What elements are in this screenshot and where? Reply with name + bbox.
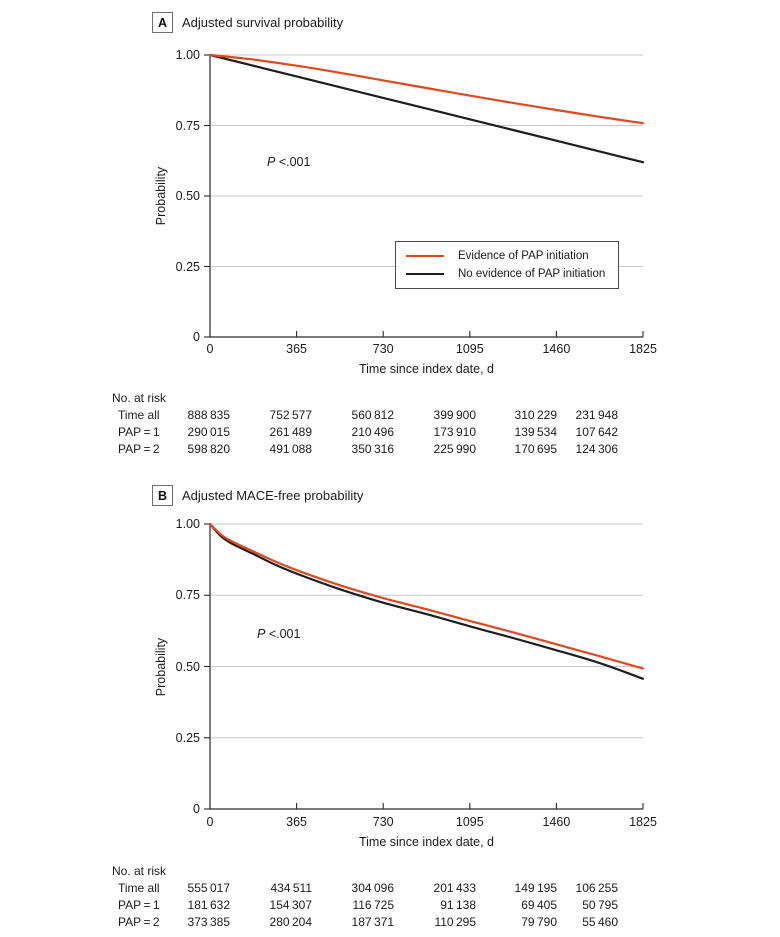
curve-evidence-pap — [208, 522, 645, 670]
curve-no-evidence-pap — [208, 522, 645, 680]
curve-no-evidence-pap — [208, 53, 645, 164]
curve-evidence-pap — [208, 53, 645, 125]
